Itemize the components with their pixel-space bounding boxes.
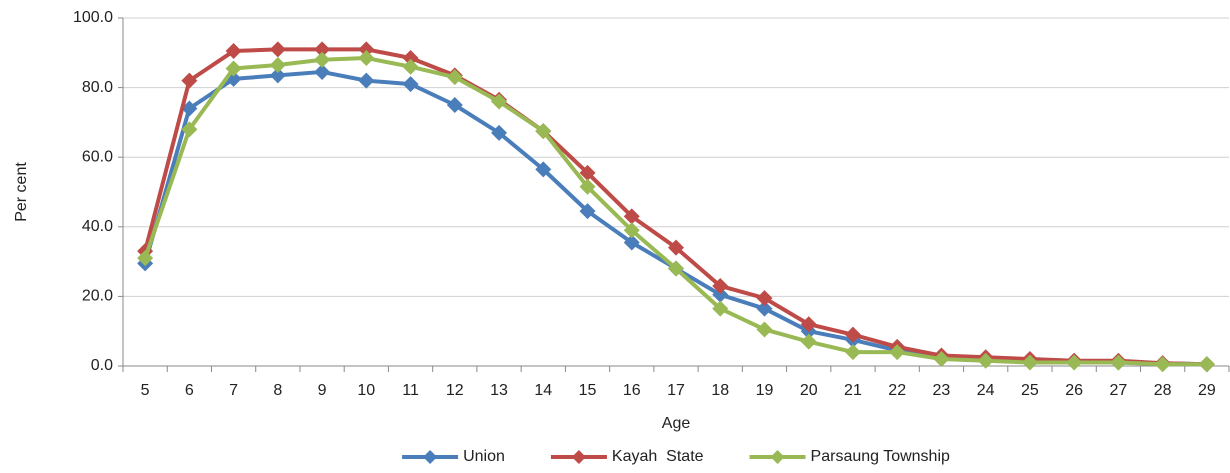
y-tick-label: 100.0: [73, 9, 113, 26]
point: [623, 234, 640, 251]
y-axis-label: Per cent: [13, 162, 30, 222]
y-tick-label: 20.0: [82, 288, 113, 305]
point: [800, 333, 817, 350]
x-tick-label: 19: [756, 382, 774, 399]
series-line: [143, 56, 1207, 367]
x-tick-label: 21: [844, 382, 862, 399]
x-tick-label: 15: [579, 382, 597, 399]
legend-label: Kayah State: [612, 448, 704, 465]
x-tick-label: 27: [1110, 382, 1128, 399]
x-tick-label: 25: [1021, 382, 1039, 399]
point: [623, 222, 640, 239]
point: [358, 50, 375, 67]
point: [800, 316, 817, 333]
point: [491, 124, 508, 141]
point: [977, 352, 994, 369]
point: [844, 344, 861, 361]
x-tick-label: 23: [933, 382, 951, 399]
legend-marker: [571, 450, 586, 464]
point: [491, 93, 508, 110]
x-tick-label: 28: [1154, 382, 1172, 399]
point: [933, 351, 950, 368]
point: [314, 41, 331, 58]
point: [269, 41, 286, 58]
legend-marker: [423, 450, 438, 464]
x-tick-label: 8: [273, 382, 282, 399]
point: [446, 69, 463, 86]
point: [314, 63, 331, 80]
legend-item: Parsaung Township: [749, 448, 950, 465]
x-tick-label: 11: [402, 382, 419, 399]
point: [1021, 354, 1038, 371]
point: [137, 250, 154, 267]
x-tick-label: 17: [667, 382, 685, 399]
y-tick-label: 80.0: [82, 79, 113, 96]
point: [181, 100, 198, 117]
x-tick-label: 29: [1198, 382, 1216, 399]
point: [402, 58, 419, 75]
point: [712, 300, 729, 317]
legend-item: Kayah State: [550, 448, 704, 465]
x-axis-label: Age: [662, 415, 691, 432]
point: [668, 260, 684, 277]
x-tick-label: 10: [357, 382, 375, 399]
x-tick-label: 22: [888, 382, 906, 399]
point: [623, 208, 640, 225]
legend-item: Union: [402, 448, 505, 465]
point: [269, 67, 286, 84]
point: [225, 43, 242, 60]
x-tick-label: 26: [1065, 382, 1083, 399]
point: [756, 321, 773, 338]
point: [402, 50, 419, 67]
y-tick-label: 60.0: [82, 148, 113, 165]
point: [756, 290, 773, 307]
legend-label: Parsaung Township: [811, 448, 950, 465]
point: [712, 286, 729, 303]
x-tick-label: 18: [711, 382, 729, 399]
point: [756, 300, 773, 317]
point: [844, 326, 861, 343]
point: [535, 161, 552, 178]
x-tick-label: 5: [141, 382, 150, 399]
point: [269, 56, 286, 73]
point: [1110, 354, 1127, 371]
x-tick-label: 14: [534, 382, 552, 399]
point: [889, 344, 906, 361]
y-tick-label: 0.0: [91, 357, 113, 374]
x-tick-label: 24: [977, 382, 995, 399]
point: [668, 239, 684, 256]
point: [181, 72, 198, 89]
point: [712, 277, 729, 294]
point: [1154, 356, 1171, 373]
point: [402, 76, 419, 93]
point: [314, 51, 331, 68]
point: [181, 121, 198, 138]
legend-label: Union: [463, 448, 505, 465]
series-line: [143, 69, 1207, 367]
point: [358, 41, 375, 58]
point: [225, 60, 242, 77]
point: [446, 97, 463, 113]
x-tick-label: 9: [318, 382, 327, 399]
x-tick-label: 7: [229, 382, 238, 399]
x-tick-label: 12: [446, 382, 464, 399]
x-tick-label: 20: [800, 382, 818, 399]
series-line: [143, 47, 1207, 367]
point: [1066, 354, 1083, 371]
x-tick-label: 6: [185, 382, 194, 399]
point: [1198, 356, 1215, 373]
y-tick-label: 40.0: [82, 218, 113, 235]
x-tick-label: 13: [490, 382, 508, 399]
point: [358, 72, 375, 89]
x-tick-label: 16: [623, 382, 641, 399]
point: [535, 123, 552, 140]
point: [579, 203, 596, 220]
legend-marker: [770, 450, 785, 464]
point: [579, 178, 596, 195]
point: [579, 164, 596, 181]
